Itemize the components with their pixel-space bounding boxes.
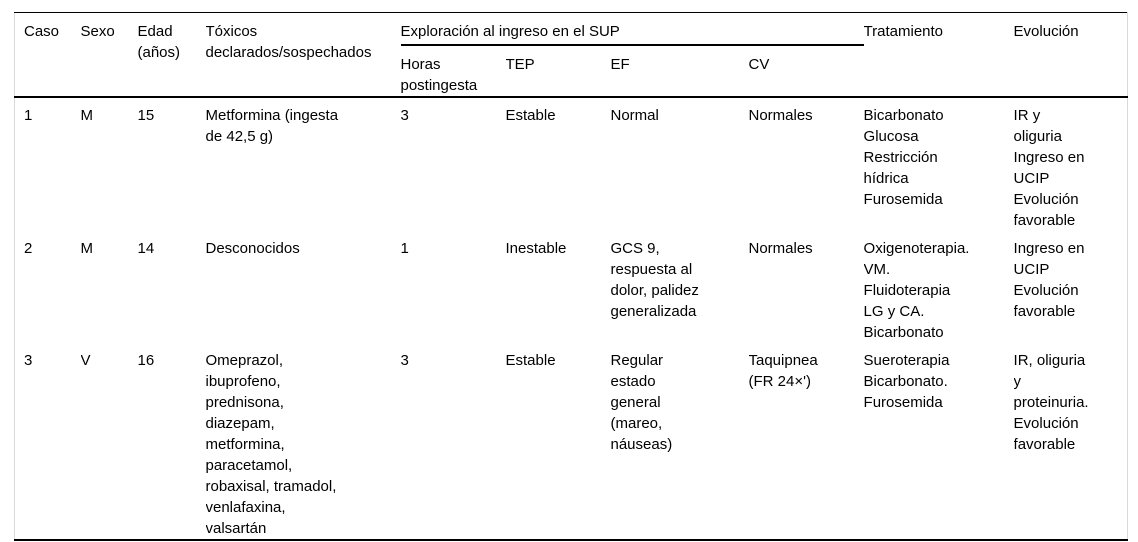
cell-evolucion: Ingreso en UCIP Evolución favorable	[1013, 239, 1085, 320]
table-row-case-2: 2 M 14 Desconocidos 1 Inestable GCS 9, r…	[15, 231, 1128, 343]
cell-tratamiento: Oxigenoterapia. VM. Fluidoterapia LG y C…	[863, 239, 970, 341]
col-header-evolucion: Evolución	[1013, 12, 1128, 98]
cell-cv: Normales	[748, 239, 813, 257]
table-header: Caso Sexo Edad (años) Tóxicos declarados…	[14, 12, 1128, 98]
cell-horas: 3	[400, 351, 409, 369]
cell-edad: 14	[137, 239, 155, 257]
col-header-sexo: Sexo	[80, 12, 138, 98]
cell-tep: Inestable	[505, 239, 567, 257]
cell-tep: Estable	[505, 106, 556, 124]
cell-edad: 16	[137, 351, 155, 369]
cell-sexo: M	[80, 106, 94, 124]
cell-caso: 3	[24, 351, 33, 369]
cell-ef: Normal	[610, 106, 659, 124]
col-header-toxicos: Tóxicos declarados/sospechados	[205, 12, 401, 98]
cell-horas: 1	[400, 239, 409, 257]
case-table: Caso Sexo Edad (años) Tóxicos declarados…	[14, 12, 1129, 541]
cell-horas: 3	[400, 106, 409, 124]
col-header-horas-postingesta: Horas postingesta	[400, 44, 506, 98]
cell-ef: Regular estado general (mareo, náuseas)	[610, 351, 673, 453]
cell-cv: Normales	[748, 106, 813, 124]
cell-caso: 2	[24, 239, 33, 257]
table-row-case-1: 1 M 15 Metformina (ingesta de 42,5 g) 3 …	[15, 97, 1128, 231]
cell-tep: Estable	[505, 351, 556, 369]
cell-sexo: V	[80, 351, 91, 369]
cell-ef: GCS 9, respuesta al dolor, palidez gener…	[610, 239, 699, 320]
col-header-ef: EF	[610, 44, 749, 98]
cell-caso: 1	[24, 106, 33, 124]
cell-sexo: M	[80, 239, 94, 257]
cell-toxicos: Metformina (ingesta de 42,5 g)	[205, 106, 339, 145]
cell-edad: 15	[137, 106, 155, 124]
col-group-header-exploracion: Exploración al ingreso en el SUP	[400, 12, 864, 46]
col-header-tratamiento: Tratamiento	[863, 12, 1014, 98]
cell-evolucion: IR y oliguria Ingreso en UCIP Evolución …	[1013, 106, 1085, 229]
cell-toxicos: Desconocidos	[205, 239, 300, 257]
cell-evolucion: IR, oliguria y proteinuria. Evolución fa…	[1013, 351, 1089, 453]
cell-cv: Taquipnea (FR 24×')	[748, 351, 818, 390]
col-header-tep: TEP	[505, 44, 611, 98]
table-body: 1 M 15 Metformina (ingesta de 42,5 g) 3 …	[15, 97, 1128, 540]
col-header-edad: Edad (años)	[137, 12, 206, 98]
col-header-cv: CV	[748, 44, 864, 98]
cell-tratamiento: Bicarbonato Glucosa Restricción hídrica …	[863, 106, 944, 208]
table-row-case-3: 3 V 16 Omeprazol, ibuprofeno, prednisona…	[15, 343, 1128, 540]
cell-tratamiento: Sueroterapia Bicarbonato. Furosemida	[863, 351, 950, 411]
col-header-caso: Caso	[14, 12, 81, 98]
cell-toxicos: Omeprazol, ibuprofeno, prednisona, diaze…	[205, 351, 337, 537]
